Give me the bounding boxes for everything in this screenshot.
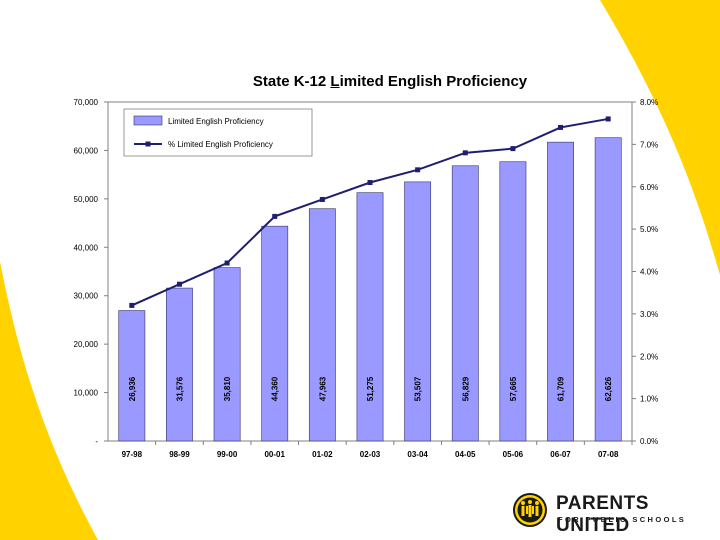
bar [547, 141, 574, 442]
legend-bar-label: Limited English Proficiency [168, 117, 264, 126]
bar-value-label: 31,576 [175, 376, 184, 401]
line-point [129, 302, 135, 308]
x-axis-tick-label: 04-05 [455, 450, 476, 459]
bar [404, 181, 432, 442]
right-axis-tick-label: 4.0% [640, 268, 658, 277]
legend-bar-swatch [133, 115, 163, 126]
left-axis-tick-label: 40,000 [74, 243, 99, 252]
bar-value-label: 51,275 [366, 376, 375, 401]
line-point [367, 180, 373, 186]
line-point [605, 116, 611, 122]
x-axis-tick-label: 02-03 [360, 450, 381, 459]
left-swoosh [0, 262, 98, 540]
line-point [224, 260, 230, 266]
line-point [272, 213, 278, 219]
bar [118, 310, 146, 442]
bar-value-label: 47,963 [318, 376, 327, 401]
x-axis-tick-label: 07-08 [598, 450, 619, 459]
left-axis-tick-label: 50,000 [74, 195, 99, 204]
x-axis-tick-label: 01-02 [312, 450, 333, 459]
parents-united-logo: PARENTS UNITED FOR PUBLIC SCHOOLS [512, 492, 712, 536]
right-axis-tick-label: 5.0% [640, 225, 658, 234]
bar-value-label: 44,360 [271, 376, 280, 401]
right-axis-tick-label: 1.0% [640, 395, 658, 404]
left-axis-tick-label: 20,000 [74, 340, 99, 349]
right-axis-tick-label: 8.0% [640, 98, 658, 107]
bar [213, 267, 241, 442]
bar [308, 208, 336, 442]
bar-value-label: 57,665 [509, 376, 518, 401]
left-axis-tick-label: 60,000 [74, 146, 99, 155]
x-axis-tick-label: 00-01 [264, 450, 285, 459]
bar [166, 287, 193, 442]
right-axis-tick-label: 6.0% [640, 183, 658, 192]
chart-title: State K-12 Limited English Proficiency [252, 73, 528, 90]
x-axis-tick-label: 03-04 [407, 450, 428, 459]
bar [356, 192, 384, 442]
logo-tagline: FOR PUBLIC SCHOOLS [558, 515, 687, 524]
x-axis-tick-label: 98-99 [169, 450, 190, 459]
legend-line-label: % Limited English Proficiency [168, 140, 273, 149]
line-point [176, 281, 182, 287]
bar-value-label: 35,810 [223, 376, 232, 401]
x-axis-tick-label: 97-98 [122, 450, 143, 459]
left-axis-tick-label: - [95, 437, 98, 446]
right-axis-tick-label: 7.0% [640, 140, 658, 149]
x-axis-tick-label: 05-06 [503, 450, 524, 459]
left-axis-tick-label: 70,000 [74, 98, 99, 107]
left-axis-tick-label: 10,000 [74, 389, 99, 398]
line-point [462, 150, 468, 156]
logo-name: PARENTS UNITED [556, 493, 649, 536]
line-point [558, 124, 564, 130]
line-point [319, 196, 325, 202]
legend-line-marker [145, 141, 151, 147]
line-point [415, 167, 421, 173]
right-axis-tick-label: 0.0% [640, 437, 658, 446]
bar [499, 161, 527, 442]
right-axis-tick-label: 2.0% [640, 352, 658, 361]
bar [451, 165, 479, 442]
left-axis-tick-label: 30,000 [74, 292, 99, 301]
bar-value-label: 62,626 [604, 376, 613, 401]
bar-value-label: 53,507 [414, 376, 423, 401]
x-axis-tick-label: 06-07 [550, 450, 571, 459]
people-emblem-icon [513, 493, 547, 527]
right-axis-tick-label: 3.0% [640, 310, 658, 319]
bar-value-label: 56,829 [461, 376, 470, 401]
bar-value-label: 61,709 [557, 376, 566, 401]
bar-value-label: 26,936 [128, 376, 137, 401]
bar [594, 137, 622, 442]
bar [261, 225, 289, 442]
line-point [510, 146, 516, 152]
x-axis-tick-label: 99-00 [217, 450, 238, 459]
right-swoosh [600, 0, 720, 275]
